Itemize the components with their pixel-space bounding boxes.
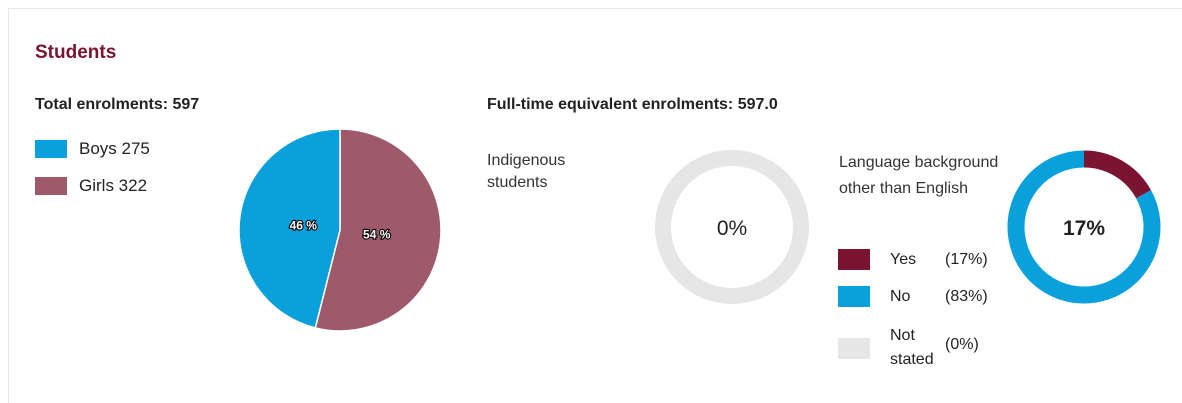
indigenous-center-value: 0% (717, 217, 747, 240)
gender-pie-chart: 54 % 46 % (238, 128, 442, 332)
pie-label-boys: 46 % (290, 218, 318, 232)
donut-track (655, 150, 809, 304)
language-donut-chart: 17% (1007, 150, 1161, 304)
indigenous-label: Indigenous students (487, 152, 566, 191)
lang-legend-no-pct: (83%) (945, 287, 988, 305)
boys-swatch (35, 140, 67, 158)
donut-arc-no (1007, 150, 1161, 304)
total-enrolments-label: Total enrolments: 597 (35, 96, 200, 113)
pie-slice-boys (238, 128, 341, 329)
language-center-value: 17% (1063, 217, 1105, 240)
pie-label-girls: 54 % (363, 228, 391, 242)
not-stated-swatch (838, 337, 870, 359)
lang-legend-no: No (83%) (838, 286, 988, 307)
lang-legend-not-stated-label: Not stated (890, 327, 934, 368)
no-swatch (838, 286, 870, 307)
lang-legend-yes: Yes (17%) (838, 249, 988, 270)
section-title: Students (35, 42, 117, 63)
lang-legend-yes-pct: (17%) (945, 250, 988, 268)
indigenous-donut-chart: 0% (655, 150, 809, 304)
pie-slice-girls (314, 128, 442, 332)
yes-swatch (838, 249, 870, 270)
lang-legend-not-stated: Not stated (0%) (838, 324, 979, 372)
students-card (8, 8, 1182, 403)
legend-item-girls: Girls 322 (35, 176, 147, 196)
girls-swatch (35, 177, 67, 195)
lang-legend-not-stated-pct: (0%) (945, 336, 979, 353)
legend-item-boys: Boys 275 (35, 139, 150, 159)
lang-legend-yes-label: Yes (890, 250, 917, 268)
fte-enrolments-label: Full-time equivalent enrolments: 597.0 (487, 96, 778, 113)
language-label: Language background other than English (839, 154, 999, 197)
lang-legend-no-label: No (890, 287, 911, 305)
legend-label-boys: Boys 275 (79, 139, 150, 158)
legend-label-girls: Girls 322 (79, 176, 148, 195)
donut-arc-yes (1083, 150, 1152, 199)
